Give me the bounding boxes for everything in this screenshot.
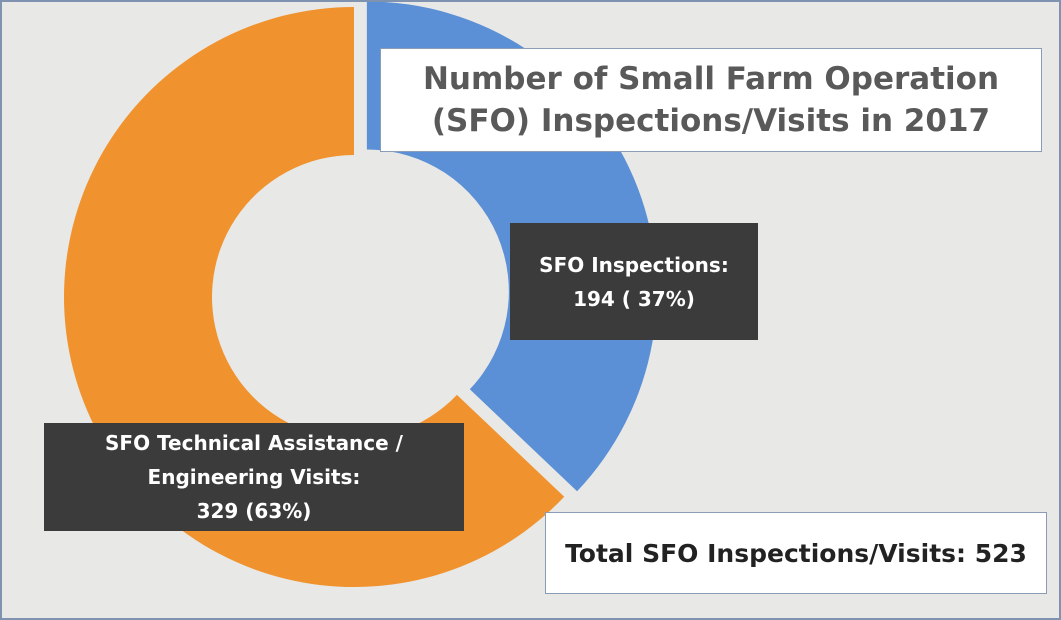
value-label: 329 (63%) — [196, 499, 312, 523]
value-label: 194 ( 37%) — [573, 286, 695, 311]
data-label: SFO Technical Assistance / Engineering V… — [44, 423, 464, 531]
category-label: SFO Inspections: — [539, 252, 729, 277]
chart-title: Number of Small Farm Operation (SFO) Ins… — [380, 48, 1042, 152]
annotation: Total SFO Inspections/Visits: 523 — [545, 512, 1047, 594]
category-label: SFO Technical Assistance / Engineering V… — [105, 431, 403, 489]
data-label: SFO Inspections: 194 ( 37%) — [510, 223, 758, 340]
